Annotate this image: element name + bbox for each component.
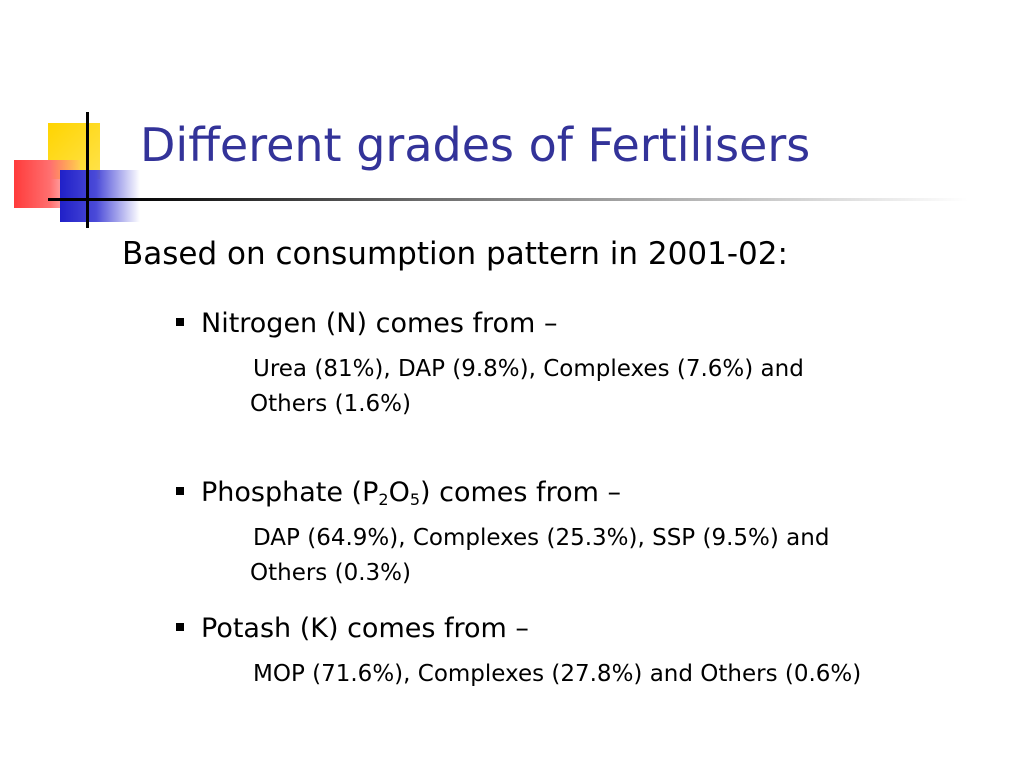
bullet-heading: Potash (K) comes from – [201,613,529,644]
title-underline [48,198,968,201]
bullet-potash: Potash (K) comes from – [176,613,529,644]
bullet-heading-mid: O [388,477,410,508]
bullet-heading-pre: Phosphate (P [201,477,379,508]
bullet-phosphate: Phosphate (P2O5) comes from – [176,477,621,508]
bullet-heading: Nitrogen (N) comes from – [201,308,558,339]
detail-nitrogen: Urea (81%), DAP (9.8%), Complexes (7.6%)… [250,352,950,422]
detail-line: Urea (81%), DAP (9.8%), Complexes (7.6%)… [253,356,804,382]
slide-title: Different grades of Fertilisers [140,118,811,172]
detail-line: DAP (64.9%), Complexes (25.3%), SSP (9.5… [253,525,830,551]
square-bullet-icon [176,486,184,495]
detail-line: Others (1.6%) [250,391,411,417]
detail-phosphate: DAP (64.9%), Complexes (25.3%), SSP (9.5… [250,521,950,591]
subscript: 5 [409,490,421,509]
bullet-nitrogen: Nitrogen (N) comes from – [176,308,557,339]
square-bullet-icon [176,317,184,326]
logo-vertical-line [86,112,89,228]
detail-line: Others (0.3%) [250,560,411,586]
detail-potash: MOP (71.6%), Complexes (27.8%) and Other… [250,657,950,692]
intro-text: Based on consumption pattern in 2001-02: [122,236,788,272]
subscript: 2 [378,490,389,509]
bullet-heading-post: ) comes from – [420,477,621,508]
square-bullet-icon [176,622,184,631]
detail-line: MOP (71.6%), Complexes (27.8%) and Other… [253,661,862,687]
logo-blue-square [60,170,140,222]
